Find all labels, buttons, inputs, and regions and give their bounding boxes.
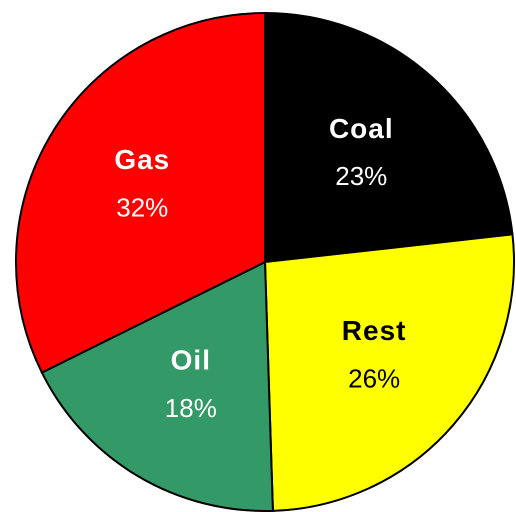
slice-label: Oil xyxy=(171,344,211,375)
pie-slice xyxy=(263,233,515,512)
value-label: 23% xyxy=(335,161,387,191)
slice-label: Rest xyxy=(342,315,407,346)
value-label: 26% xyxy=(348,363,400,393)
pie-slice xyxy=(264,11,514,264)
value-label: 18% xyxy=(165,393,217,423)
pie-slice xyxy=(40,260,274,512)
pie-slice xyxy=(15,11,266,374)
slice-label: Gas xyxy=(114,144,170,175)
value-label: 32% xyxy=(116,193,168,223)
slice-label: Coal xyxy=(329,113,394,144)
